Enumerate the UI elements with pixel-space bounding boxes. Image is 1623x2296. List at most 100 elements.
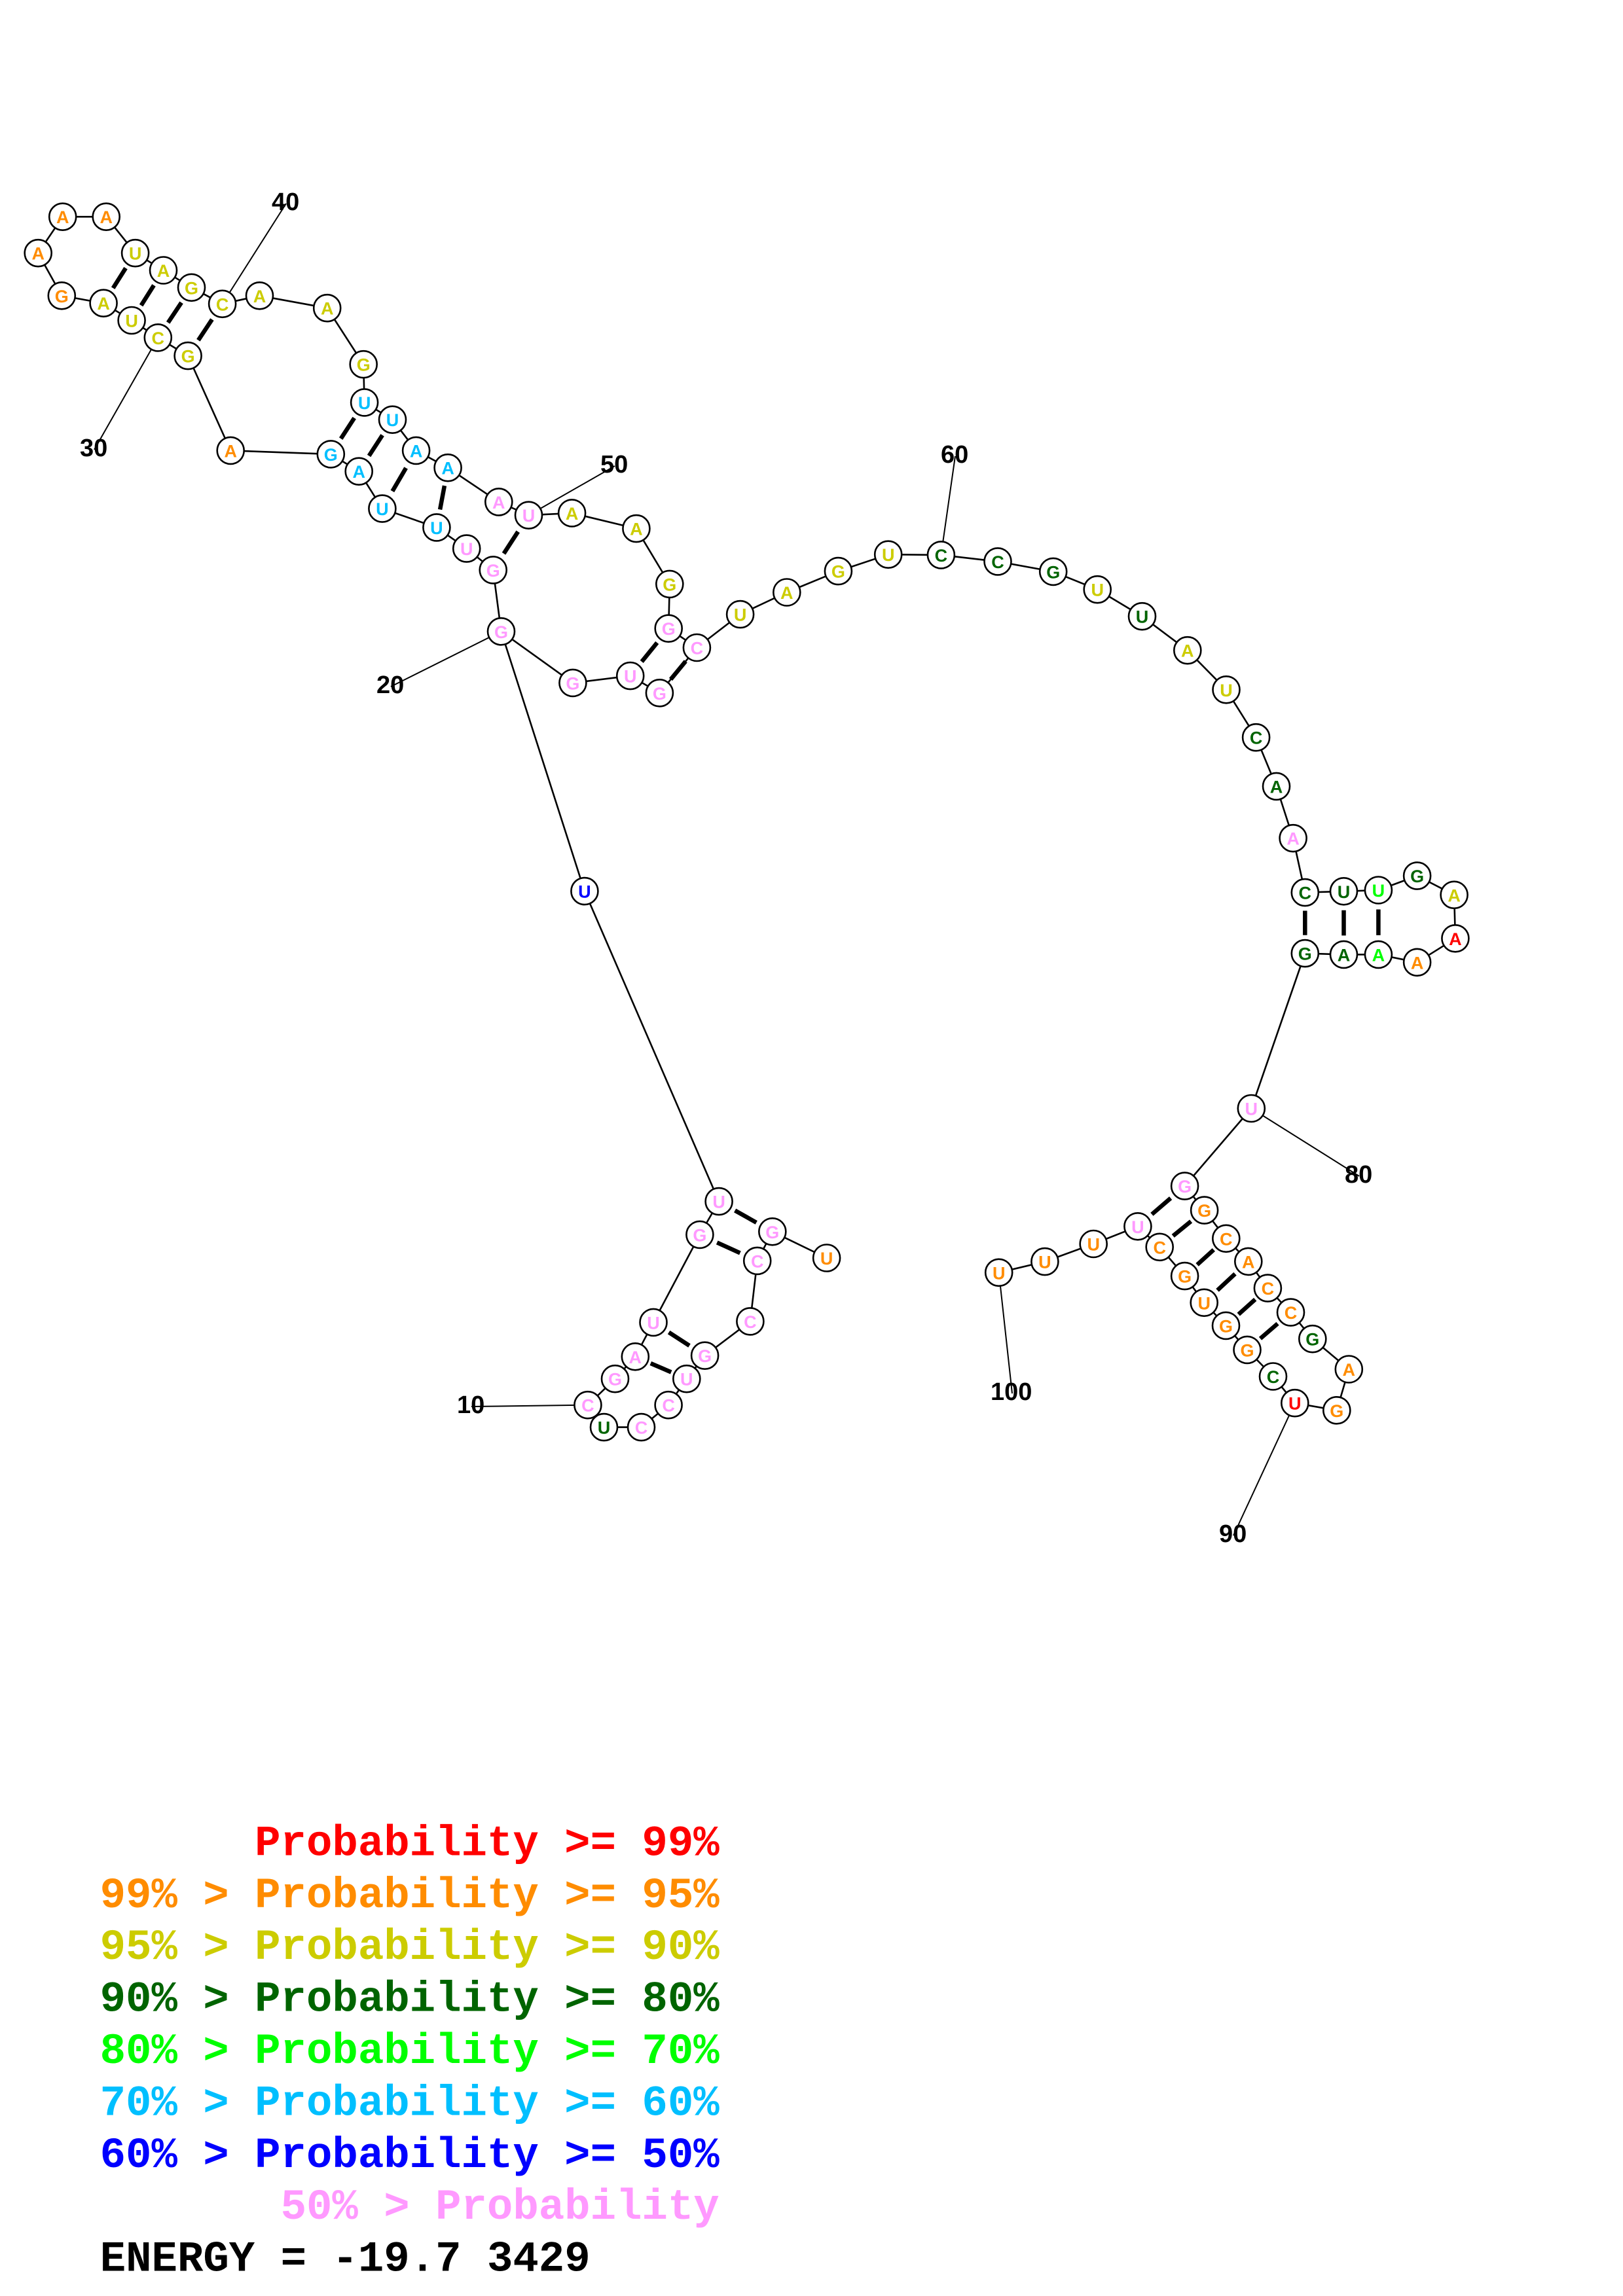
svg-text:U: U xyxy=(993,1263,1006,1283)
svg-text:U: U xyxy=(460,539,473,559)
svg-text:A: A xyxy=(1338,945,1351,965)
svg-text:U: U xyxy=(624,667,637,687)
svg-text:G: G xyxy=(663,575,676,594)
svg-text:A: A xyxy=(410,441,423,461)
svg-text:G: G xyxy=(185,278,198,298)
svg-text:30: 30 xyxy=(80,435,107,462)
svg-text:U: U xyxy=(1372,881,1385,901)
svg-text:A: A xyxy=(56,207,69,227)
svg-text:C: C xyxy=(751,1251,764,1271)
svg-text:90: 90 xyxy=(1219,1520,1247,1548)
svg-text:Probability >= 99%: Probability >= 99% xyxy=(255,1819,720,1868)
svg-text:A: A xyxy=(224,441,237,461)
svg-text:C: C xyxy=(152,329,165,348)
svg-text:U: U xyxy=(430,518,443,538)
svg-text:C: C xyxy=(935,546,948,565)
svg-text:G: G xyxy=(494,622,508,642)
svg-text:G: G xyxy=(1298,944,1312,964)
svg-text:G: G xyxy=(1219,1316,1233,1336)
svg-text:G: G xyxy=(608,1370,622,1390)
svg-text:C: C xyxy=(1262,1279,1275,1299)
svg-text:U: U xyxy=(522,506,536,526)
svg-text:G: G xyxy=(1305,1330,1319,1350)
svg-text:C: C xyxy=(581,1396,594,1416)
svg-text:C: C xyxy=(691,639,704,658)
svg-text:U: U xyxy=(1220,681,1233,700)
svg-text:A: A xyxy=(1343,1360,1356,1380)
svg-text:U: U xyxy=(386,410,399,430)
svg-text:U: U xyxy=(1197,1293,1211,1313)
svg-text:80% > Probability >= 70%: 80% > Probability >= 70% xyxy=(100,2027,720,2076)
svg-text:G: G xyxy=(831,562,845,582)
svg-text:A: A xyxy=(31,244,45,264)
svg-text:C: C xyxy=(1153,1238,1166,1257)
svg-text:U: U xyxy=(1338,882,1351,902)
svg-text:G: G xyxy=(1410,867,1424,886)
svg-text:G: G xyxy=(1240,1340,1254,1360)
svg-text:A: A xyxy=(492,493,505,512)
svg-text:90% > Probability >= 80%: 90% > Probability >= 80% xyxy=(100,1975,720,2024)
svg-text:C: C xyxy=(635,1418,648,1438)
svg-text:40: 40 xyxy=(272,188,299,216)
svg-text:95% > Probability >= 90%: 95% > Probability >= 90% xyxy=(100,1923,720,1972)
svg-text:A: A xyxy=(1181,641,1194,661)
svg-text:A: A xyxy=(441,459,454,478)
svg-text:G: G xyxy=(1046,562,1060,582)
svg-text:A: A xyxy=(629,1348,642,1367)
svg-text:C: C xyxy=(662,1396,675,1416)
svg-text:C: C xyxy=(216,295,229,314)
svg-text:G: G xyxy=(1330,1401,1343,1421)
svg-text:C: C xyxy=(1220,1229,1233,1249)
svg-text:A: A xyxy=(1242,1252,1255,1272)
svg-text:99% > Probability >= 95%: 99% > Probability >= 95% xyxy=(100,1871,720,1920)
svg-text:U: U xyxy=(1245,1100,1258,1119)
svg-text:G: G xyxy=(1197,1201,1211,1221)
svg-text:U: U xyxy=(129,244,142,264)
svg-text:A: A xyxy=(352,462,365,482)
svg-text:U: U xyxy=(1131,1217,1144,1237)
svg-text:A: A xyxy=(1286,829,1300,849)
svg-text:U: U xyxy=(376,499,389,519)
svg-text:U: U xyxy=(1038,1253,1051,1272)
svg-text:U: U xyxy=(882,545,895,565)
svg-text:G: G xyxy=(1178,1177,1192,1196)
svg-text:A: A xyxy=(253,287,266,306)
svg-text:50% > Probability: 50% > Probability xyxy=(281,2183,720,2232)
svg-text:A: A xyxy=(780,583,793,603)
svg-text:G: G xyxy=(662,619,676,639)
svg-text:U: U xyxy=(820,1249,833,1268)
svg-text:50: 50 xyxy=(600,451,628,478)
svg-text:60: 60 xyxy=(941,441,968,469)
svg-text:A: A xyxy=(100,207,113,227)
svg-text:A: A xyxy=(566,504,579,524)
svg-text:10: 10 xyxy=(457,1391,484,1419)
svg-text:G: G xyxy=(181,347,195,367)
svg-text:A: A xyxy=(1449,929,1462,949)
svg-text:C: C xyxy=(1267,1367,1280,1387)
svg-text:U: U xyxy=(734,605,747,625)
svg-text:A: A xyxy=(1372,945,1385,965)
svg-text:G: G xyxy=(765,1223,779,1242)
svg-text:U: U xyxy=(680,1370,693,1390)
svg-text:G: G xyxy=(566,673,579,693)
svg-text:G: G xyxy=(1178,1267,1192,1287)
svg-text:G: G xyxy=(693,1225,706,1245)
svg-text:G: G xyxy=(698,1346,712,1366)
svg-text:60% > Probability >= 50%: 60% > Probability >= 50% xyxy=(100,2131,720,2180)
svg-text:20: 20 xyxy=(376,672,404,699)
svg-text:A: A xyxy=(1270,777,1283,797)
svg-text:G: G xyxy=(653,684,666,704)
svg-text:U: U xyxy=(1288,1394,1302,1414)
svg-text:U: U xyxy=(578,882,591,902)
svg-text:A: A xyxy=(321,299,334,319)
svg-text:U: U xyxy=(598,1418,611,1438)
svg-text:G: G xyxy=(324,445,338,465)
svg-text:C: C xyxy=(744,1312,757,1332)
svg-text:A: A xyxy=(1448,886,1461,905)
svg-text:C: C xyxy=(1250,728,1263,748)
svg-text:A: A xyxy=(97,294,110,314)
svg-text:U: U xyxy=(1087,1235,1100,1255)
svg-text:G: G xyxy=(486,561,500,581)
svg-text:U: U xyxy=(358,393,371,413)
svg-text:C: C xyxy=(991,552,1004,572)
